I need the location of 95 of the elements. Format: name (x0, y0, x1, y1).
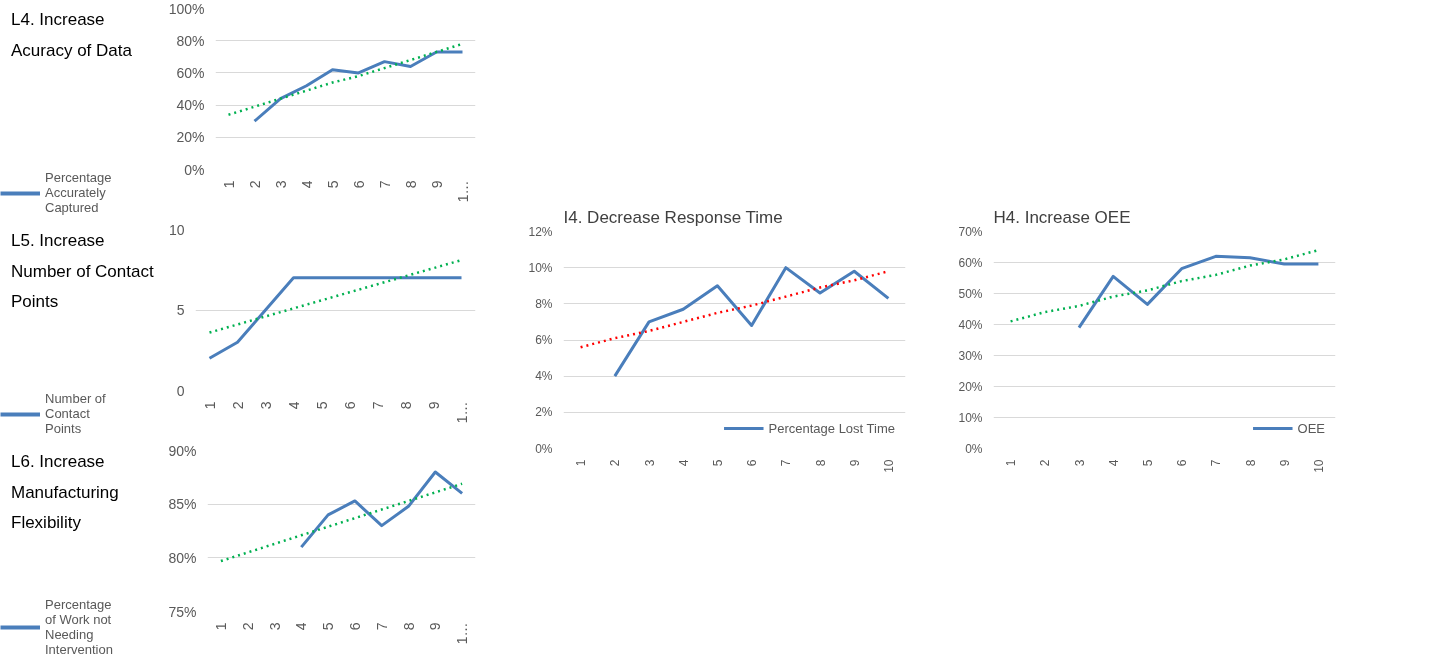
legend-label: Percentage Lost Time (768, 420, 895, 436)
x-tick-label: 7 (369, 401, 386, 410)
x-tick-label: 3 (266, 622, 283, 631)
y-tick-label: 40% (176, 97, 205, 114)
y-tick-label: 8% (535, 296, 553, 311)
x-tick-label: 1… (454, 180, 471, 203)
y-tick-label: 90% (168, 442, 197, 459)
x-tick-label: 5 (320, 622, 337, 631)
x-tick-label: 1 (212, 622, 229, 631)
y-tick-label: 0% (535, 441, 553, 456)
x-tick-label: 3 (1072, 459, 1087, 467)
x-tick-label: 4 (676, 459, 691, 467)
y-tick-label: 20% (176, 129, 205, 146)
x-tick-label: 9 (847, 459, 862, 467)
y-tick-label: 0% (965, 441, 983, 456)
x-tick-label: 7 (779, 459, 794, 467)
chart-title: H4. Increase OEE (993, 207, 1131, 227)
x-tick-label: 1 (220, 180, 237, 189)
legend-label: Percentage Accurately Captured (45, 170, 112, 215)
text: L5. Increase Number of Contact Points (11, 230, 155, 314)
y-tick-label: 10% (958, 410, 983, 425)
x-tick-label: 2 (608, 459, 623, 467)
line-series (1077, 254, 1320, 330)
y-tick-label: 0% (184, 161, 205, 178)
y-tick-label: 5 (176, 302, 185, 318)
x-tick-label: 3 (272, 180, 289, 189)
x-tick-label: 4 (298, 180, 315, 189)
y-tick-label: 75% (168, 603, 197, 620)
x-tick-label: 6 (1175, 459, 1190, 467)
y-tick-label: 10 (168, 221, 185, 238)
x-tick-label: 10 (881, 459, 896, 473)
chart-title: I4. Decrease Response Time (563, 207, 783, 227)
y-tick-label: 20% (958, 379, 983, 394)
legend-label: Number of Contact Points (45, 391, 106, 436)
y-tick-label: 60% (176, 64, 205, 81)
line-series (253, 50, 464, 123)
x-tick-label: 5 (1140, 459, 1155, 467)
x-tick-label: 3 (642, 459, 657, 467)
text: L6. Increase Manufacturing Flexibility (11, 451, 120, 535)
legend-label: OEE (1297, 420, 1325, 436)
y-tick-label: 2% (535, 405, 553, 420)
x-tick-label: 6 (745, 459, 760, 467)
x-tick-label: 1… (454, 622, 471, 645)
x-tick-label: 2 (1038, 459, 1053, 467)
x-tick-label: 10 (1311, 459, 1326, 473)
y-tick-label: 12% (528, 224, 553, 239)
x-tick-label: 2 (246, 180, 263, 189)
x-tick-label: 8 (402, 180, 419, 189)
x-tick-label: 8 (400, 622, 417, 631)
line-series (208, 258, 463, 334)
x-tick-label: 8 (813, 459, 828, 467)
x-tick-label: 9 (425, 401, 442, 410)
y-tick-label: 4% (535, 369, 553, 384)
y-tick-label: 60% (958, 255, 983, 270)
x-tick-label: 6 (350, 180, 367, 189)
x-tick-label: 4 (293, 622, 310, 631)
x-tick-label: 7 (373, 622, 390, 631)
x-tick-label: 5 (710, 459, 725, 467)
x-tick-label: 6 (346, 622, 363, 631)
y-tick-label: 0 (176, 382, 185, 399)
x-tick-label: 7 (1209, 459, 1224, 467)
x-tick-label: 2 (229, 401, 246, 410)
y-tick-label: 50% (958, 286, 983, 301)
text: L4. Increase Acuracy of Data (11, 9, 133, 62)
legend-label: Percentage of Work not Needing Intervention (45, 597, 113, 657)
x-tick-label: 1 (1004, 459, 1019, 467)
x-tick-label: 6 (341, 401, 358, 410)
line-series (219, 482, 464, 563)
y-tick-label: 10% (528, 260, 553, 275)
y-tick-label: 40% (958, 317, 983, 332)
x-tick-label: 9 (1277, 459, 1292, 467)
y-tick-label: 80% (168, 549, 197, 566)
x-tick-label: 2 (239, 622, 256, 631)
line-series (208, 276, 463, 360)
y-tick-label: 6% (535, 333, 553, 347)
y-tick-label: 80% (176, 32, 205, 49)
line-series (299, 470, 464, 549)
x-tick-label: 5 (324, 180, 341, 189)
x-tick-label: 9 (427, 622, 444, 631)
x-tick-label: 4 (1106, 459, 1121, 467)
x-tick-label: 7 (376, 180, 393, 189)
x-tick-label: 3 (257, 401, 274, 410)
x-tick-label: 8 (1243, 459, 1258, 467)
x-tick-label: 4 (285, 401, 302, 410)
y-tick-label: 85% (168, 496, 197, 513)
x-tick-label: 9 (428, 180, 445, 189)
y-tick-label: 100% (168, 0, 205, 17)
x-tick-label: 1 (201, 401, 218, 410)
x-tick-label: 8 (397, 401, 414, 410)
y-tick-label: 70% (958, 224, 983, 239)
x-tick-label: 1… (453, 401, 470, 424)
x-tick-label: 5 (313, 401, 330, 410)
y-tick-label: 30% (958, 348, 983, 363)
x-tick-label: 1 (574, 459, 589, 467)
line-series (613, 266, 890, 378)
